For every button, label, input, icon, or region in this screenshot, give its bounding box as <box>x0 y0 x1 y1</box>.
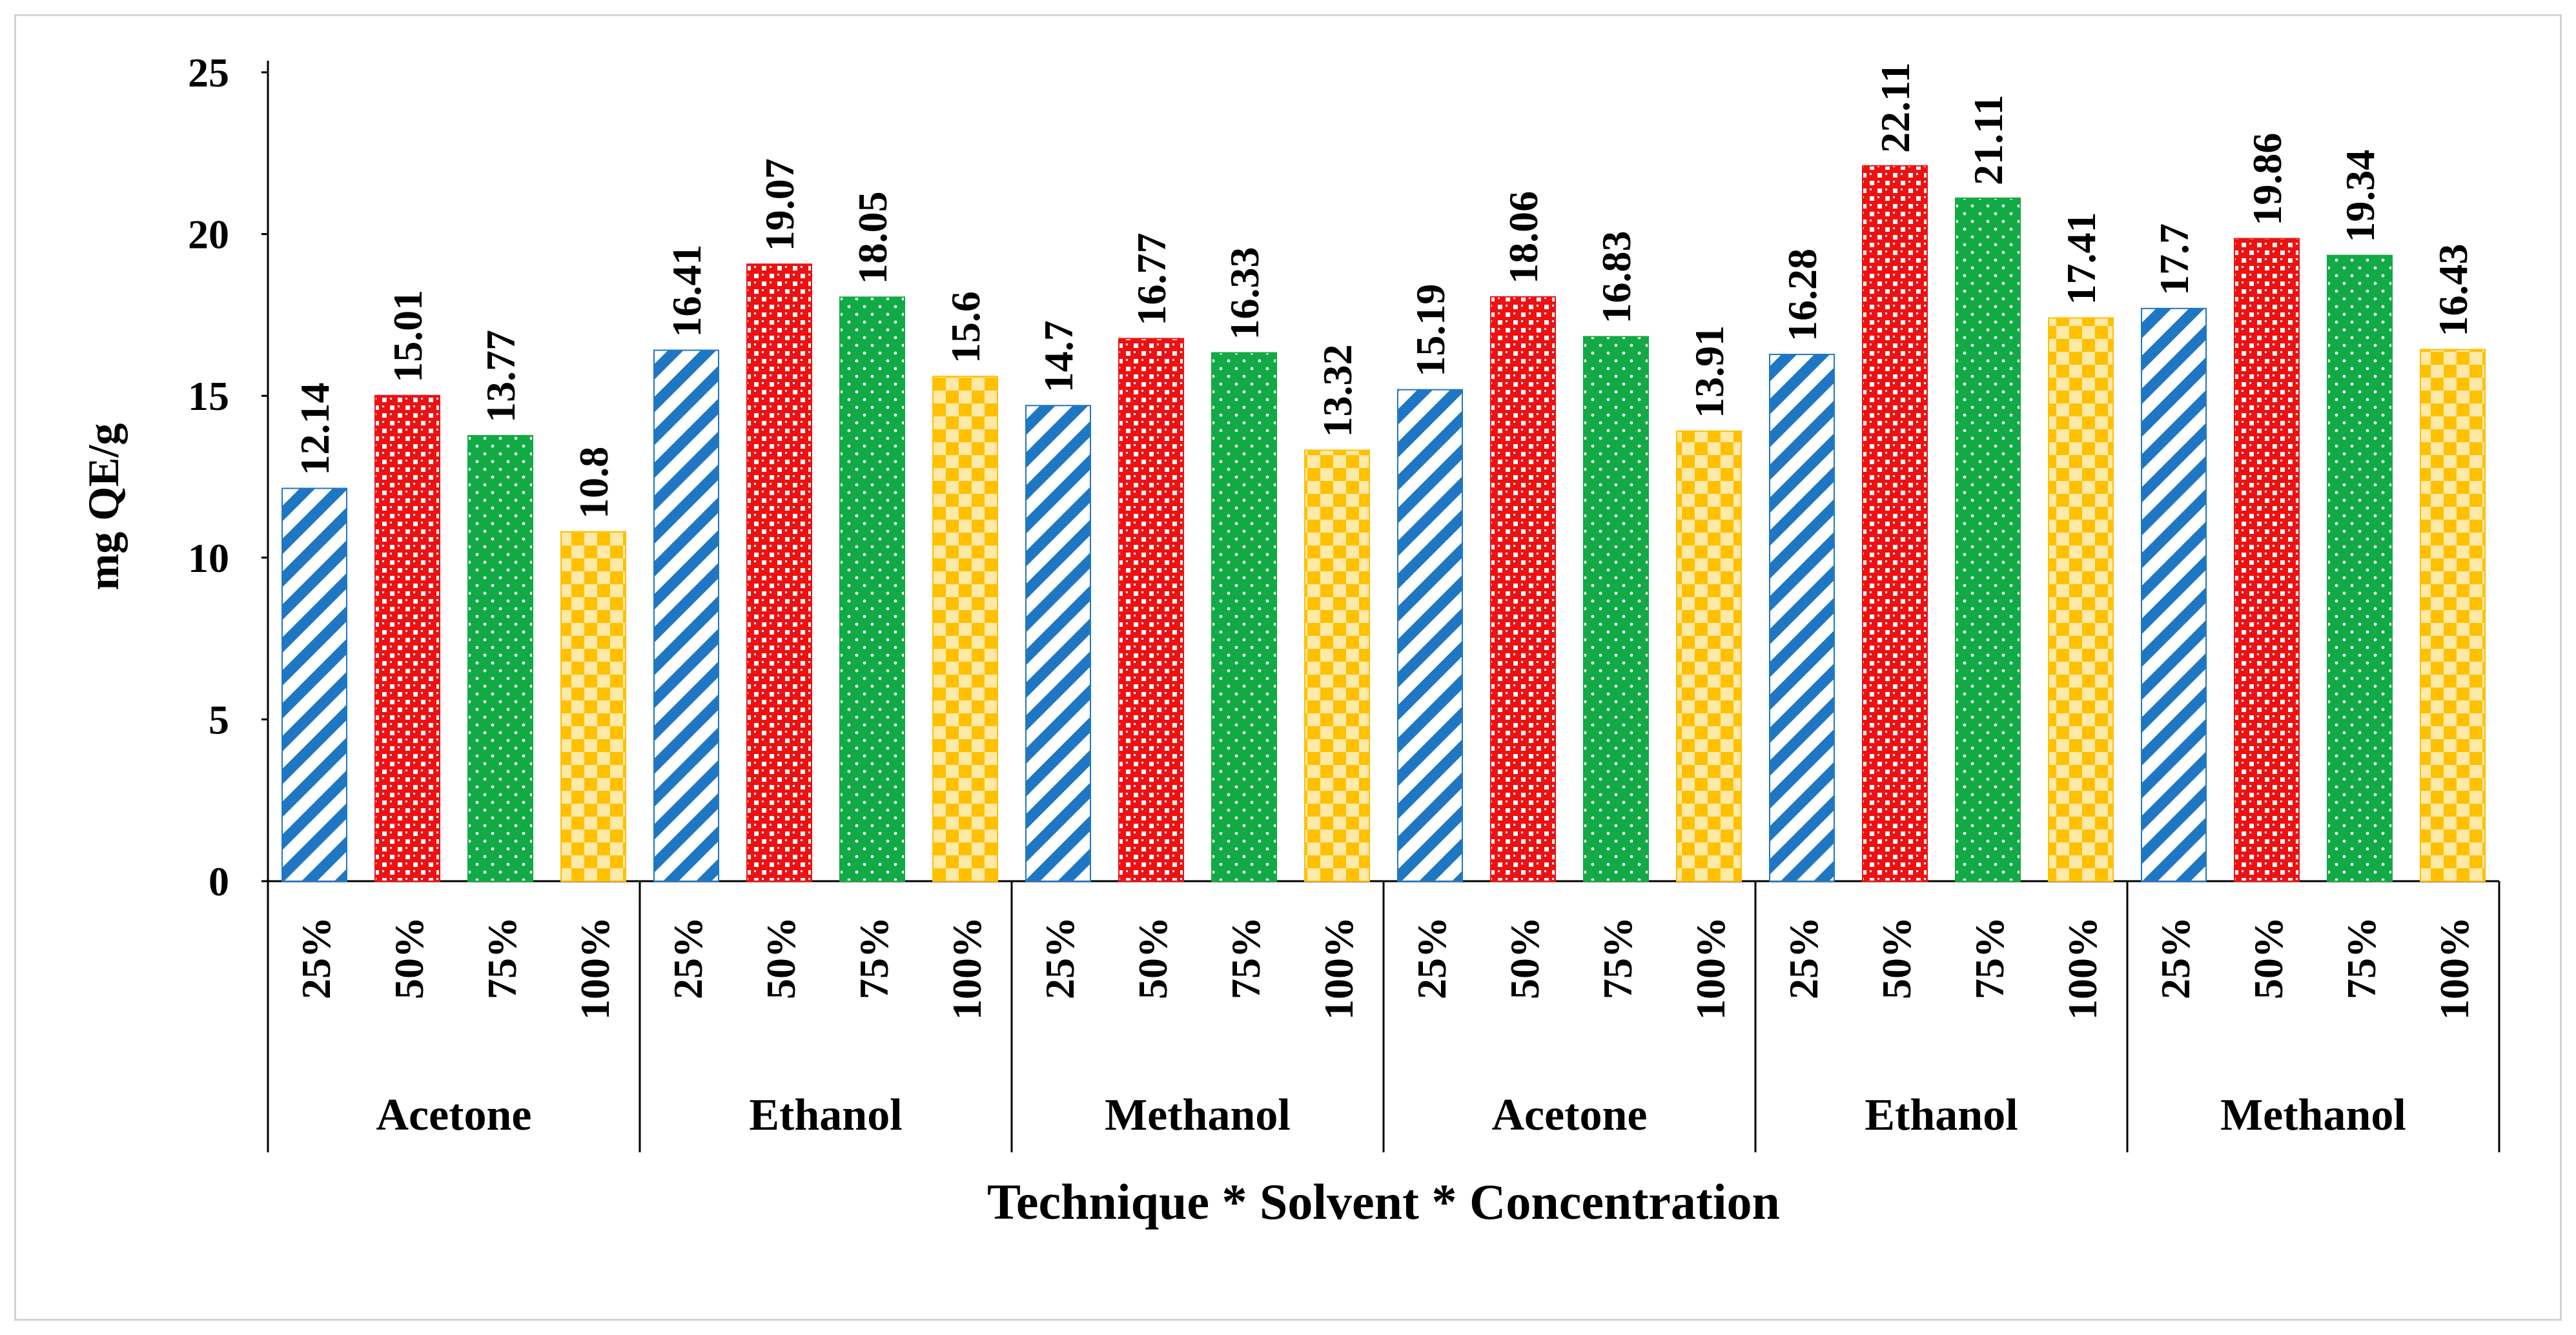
data-label: 19.86 <box>2244 133 2290 226</box>
data-label: 22.11 <box>1872 62 1918 152</box>
bar <box>1211 352 1277 882</box>
data-label: 18.05 <box>850 191 895 284</box>
y-tick-label: 10 <box>188 535 229 581</box>
bar <box>1862 165 1928 882</box>
x-category-label: 100% <box>1316 917 1362 1020</box>
data-label: 21.11 <box>1965 94 2011 185</box>
data-label: 18.06 <box>1500 191 1546 284</box>
axes: 0 5 10 15 20 25 <box>188 50 2500 1152</box>
bar <box>746 263 812 882</box>
y-tick-label: 0 <box>209 859 229 904</box>
bar <box>1955 197 2021 882</box>
x-category-label: 75% <box>479 917 525 999</box>
group-labels: Acetone Ethanol Methanol Acetone Ethanol Meth… <box>376 1090 2406 1140</box>
bar <box>2420 349 2486 882</box>
x-category-label: 50% <box>386 917 432 999</box>
data-label: 19.34 <box>2337 150 2383 243</box>
data-label: 16.28 <box>1779 249 1825 341</box>
bar <box>467 434 533 882</box>
group-label: Acetone <box>376 1090 531 1140</box>
bar <box>1025 405 1091 882</box>
data-label: 19.07 <box>757 158 802 251</box>
data-label: 16.77 <box>1129 232 1174 325</box>
bar <box>1397 389 1463 882</box>
group-label: Ethanol <box>749 1090 902 1140</box>
data-label: 14.7 <box>1036 320 1081 392</box>
x-category-label: 100% <box>1688 917 1733 1020</box>
bar <box>839 296 905 882</box>
x-category-label: 75% <box>1967 917 2012 999</box>
bar <box>1583 336 1649 882</box>
x-category-label: 75% <box>851 917 897 999</box>
data-label: 15.6 <box>943 291 988 363</box>
x-category-label: 25% <box>2152 917 2198 999</box>
bar <box>2327 254 2393 882</box>
x-category-label: 100% <box>572 917 618 1020</box>
bar <box>932 376 998 882</box>
bar <box>2234 238 2300 882</box>
bar <box>281 487 347 882</box>
x-category-label: 100% <box>944 917 990 1020</box>
data-label: 16.83 <box>1593 230 1639 323</box>
bar <box>1118 338 1184 882</box>
y-tick-label: 20 <box>188 212 229 258</box>
x-category-label: 50% <box>1502 917 1548 999</box>
bar <box>2048 317 2114 882</box>
data-label: 12.14 <box>292 383 338 476</box>
bar <box>374 394 440 882</box>
x-category-label: 25% <box>1409 917 1455 999</box>
group-label: Ethanol <box>1865 1090 2018 1140</box>
bar <box>1490 296 1556 882</box>
bars <box>281 165 2486 882</box>
x-category-label: 50% <box>758 917 804 999</box>
x-category-label: 50% <box>2245 917 2291 999</box>
data-label: 17.41 <box>2058 212 2104 305</box>
x-category-label: 75% <box>1595 917 1641 999</box>
x-category-labels: 25% 50% 75% 100% 25% 50% 75% 100% 25% 50% 75% 100% 2… <box>293 917 2477 1020</box>
data-label: 13.32 <box>1314 344 1360 437</box>
y-axis-title: mg QE/g <box>79 423 128 591</box>
data-labels: 12.14 15.01 13.77 10.8 16.41 19.07 18.05 15.6 14… <box>292 62 2476 518</box>
bar-chart: 0 5 10 15 20 25 12.14 15.01 13.77 10.8 16.41 19.07… <box>79 50 2500 1230</box>
data-label: 15.19 <box>1407 284 1453 377</box>
chart-frame: 0 5 10 15 20 25 12.14 15.01 13.77 10.8 16.41 19.07… <box>14 14 2562 1321</box>
data-label: 16.43 <box>2430 244 2476 337</box>
x-category-label: 75% <box>1223 917 1269 999</box>
x-category-label: 25% <box>1037 917 1083 999</box>
x-category-label: 25% <box>665 917 711 999</box>
data-label: 15.01 <box>385 290 431 383</box>
data-label: 10.8 <box>571 447 617 519</box>
group-label: Acetone <box>1491 1090 1647 1140</box>
x-category-label: 75% <box>2338 917 2384 999</box>
bar <box>1769 354 1835 882</box>
y-tick-label: 5 <box>209 697 229 742</box>
data-label: 13.91 <box>1686 325 1732 418</box>
x-category-label: 25% <box>293 917 339 999</box>
x-category-label: 25% <box>1781 917 1826 999</box>
bar <box>2141 307 2207 882</box>
bar <box>1676 430 1742 882</box>
x-category-label: 50% <box>1874 917 1919 999</box>
y-tick-label: 15 <box>188 373 229 419</box>
data-label: 13.77 <box>478 330 524 423</box>
data-label: 17.7 <box>2151 223 2197 296</box>
group-label: Methanol <box>2220 1090 2406 1140</box>
x-axis-title: Technique * Solvent * Concentration <box>987 1174 1780 1230</box>
bar <box>653 349 719 882</box>
data-label: 16.33 <box>1222 247 1267 340</box>
x-category-label: 100% <box>2060 917 2105 1020</box>
x-category-label: 100% <box>2431 917 2477 1020</box>
x-category-label: 50% <box>1130 917 1176 999</box>
bar <box>560 531 626 882</box>
bar <box>1304 449 1370 882</box>
data-label: 16.41 <box>664 245 710 338</box>
group-label: Methanol <box>1105 1090 1291 1140</box>
y-tick-label: 25 <box>188 50 229 96</box>
